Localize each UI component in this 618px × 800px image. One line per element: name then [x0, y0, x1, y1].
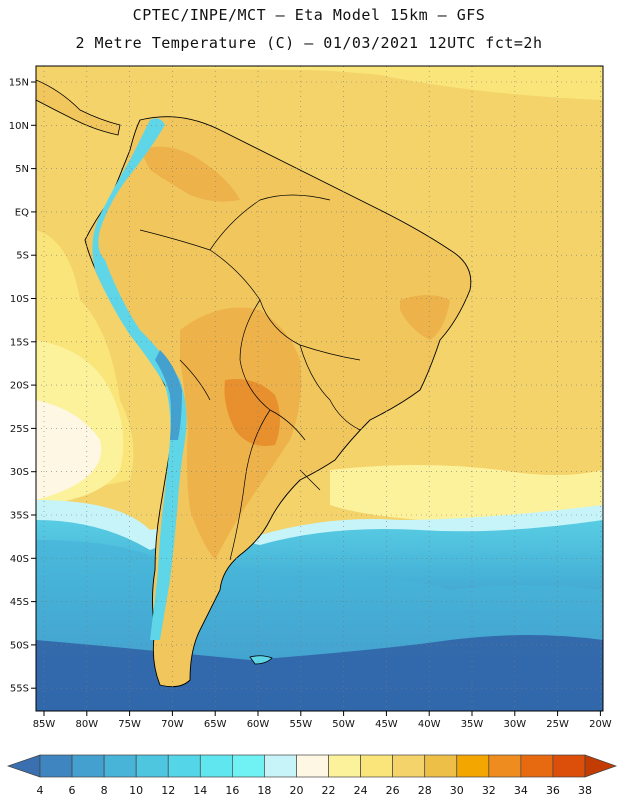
- colorbar-label: 38: [578, 784, 592, 797]
- lat-tick-label: 10N: [9, 121, 29, 132]
- colorbar-swatch: [296, 754, 329, 778]
- lat-tick-label: 40S: [10, 554, 29, 565]
- lat-tick-label: 5N: [15, 164, 29, 175]
- lon-tick-label: 25W: [546, 719, 569, 730]
- colorbar-arrow-min: [6, 754, 41, 778]
- andes-coldest: [155, 350, 182, 440]
- colorbar-swatch: [232, 754, 265, 778]
- lat-tick-label: 5S: [16, 251, 29, 262]
- colorbar-arrow-max: [584, 754, 618, 778]
- colorbar-label: 30: [450, 784, 464, 797]
- colorbar-swatch: [264, 754, 297, 778]
- colorbar-swatch: [199, 754, 233, 778]
- lat-tick-label: 25S: [10, 424, 29, 435]
- ocean-north-band: [36, 66, 603, 100]
- lon-tick-label: 65W: [204, 719, 227, 730]
- colorbar-swatch: [328, 754, 361, 778]
- colorbar-label: 10: [129, 784, 143, 797]
- colorbar-swatch: [39, 754, 73, 778]
- land-hot-northeast: [400, 295, 450, 340]
- lat-tick-label: 10S: [10, 294, 29, 305]
- axis-ticks: 85W 80W 75W 70W 65W 60W 55W 50W 45W 40W 35W 30W 25W 2…: [9, 78, 612, 731]
- lat-tick-label: 20S: [10, 381, 29, 392]
- colorbar-swatch: [360, 754, 393, 778]
- lon-tick-label: 20W: [589, 719, 612, 730]
- colorbar-label: 18: [257, 784, 271, 797]
- colorbar-swatch: [520, 754, 554, 778]
- lon-tick-label: 60W: [247, 719, 270, 730]
- map-frame: [35, 65, 604, 712]
- map-field: [36, 66, 603, 711]
- andes-cold-strip: [92, 118, 187, 641]
- colorbar-label: 26: [386, 784, 400, 797]
- colorbar-swatch: [488, 754, 522, 778]
- colorbar-label: 6: [69, 784, 76, 797]
- country-borders: [139, 194, 361, 561]
- colorbar-swatch: [392, 754, 426, 778]
- lat-tick-label: EQ: [15, 207, 29, 218]
- atlantic-band: [330, 465, 603, 525]
- lat-tick-label: 15S: [10, 337, 29, 348]
- colorbar-label: 24: [354, 784, 368, 797]
- colorbar-label: 8: [101, 784, 108, 797]
- colorbar-swatch: [103, 754, 137, 778]
- colorbar-swatch: [456, 754, 490, 778]
- lon-tick-label: 50W: [332, 719, 355, 730]
- lat-tick-label: 55S: [10, 684, 29, 695]
- pacific-band-cream: [36, 400, 102, 500]
- colorbar-swatch: [424, 754, 458, 778]
- central-america: [36, 79, 121, 136]
- colorbar-swatch: [71, 754, 105, 778]
- colorbar-label: 12: [161, 784, 175, 797]
- lon-tick-label: 55W: [289, 719, 312, 730]
- colorbar-label: 22: [322, 784, 336, 797]
- lon-tick-label: 30W: [503, 719, 526, 730]
- lon-tick-label: 40W: [418, 719, 441, 730]
- colorbar-swatch: [135, 754, 169, 778]
- map-title-line-1: CPTEC/INPE/MCT – Eta Model 15km – GFS: [132, 6, 486, 24]
- lat-tick-label: 15N: [9, 78, 29, 89]
- colorbar-swatch: [552, 754, 586, 778]
- colorbar-label: 32: [482, 784, 496, 797]
- colorbar-label: 34: [514, 784, 528, 797]
- lon-tick-label: 75W: [118, 719, 141, 730]
- colorbar-label: 28: [418, 784, 432, 797]
- colorbar-swatch: [167, 754, 201, 778]
- lon-tick-label: 80W: [75, 719, 98, 730]
- colorbar-label: 16: [225, 784, 239, 797]
- lon-tick-label: 85W: [33, 719, 56, 730]
- colorbar-label: 14: [193, 784, 207, 797]
- lat-tick-label: 30S: [10, 467, 29, 478]
- colorbar: 4 6 8 10 12 14 16 18 20 22 24 26 28 30 32 34 36 38: [6, 754, 618, 797]
- colorbar-label: 36: [546, 784, 560, 797]
- lon-tick-label: 45W: [375, 719, 398, 730]
- colorbar-label: 20: [289, 784, 303, 797]
- lon-tick-label: 35W: [461, 719, 484, 730]
- lon-tick-label: 70W: [161, 719, 184, 730]
- lat-tick-label: 35S: [10, 511, 29, 522]
- colorbar-label: 4: [37, 784, 44, 797]
- lat-tick-label: 45S: [10, 597, 29, 608]
- map-title-line-2: 2 Metre Temperature (C) – 01/03/2021 12U…: [75, 34, 543, 52]
- land-hottest: [224, 379, 280, 446]
- land-hot-north: [140, 146, 240, 202]
- lat-tick-label: 50S: [10, 640, 29, 651]
- falkland-islands: [249, 655, 273, 665]
